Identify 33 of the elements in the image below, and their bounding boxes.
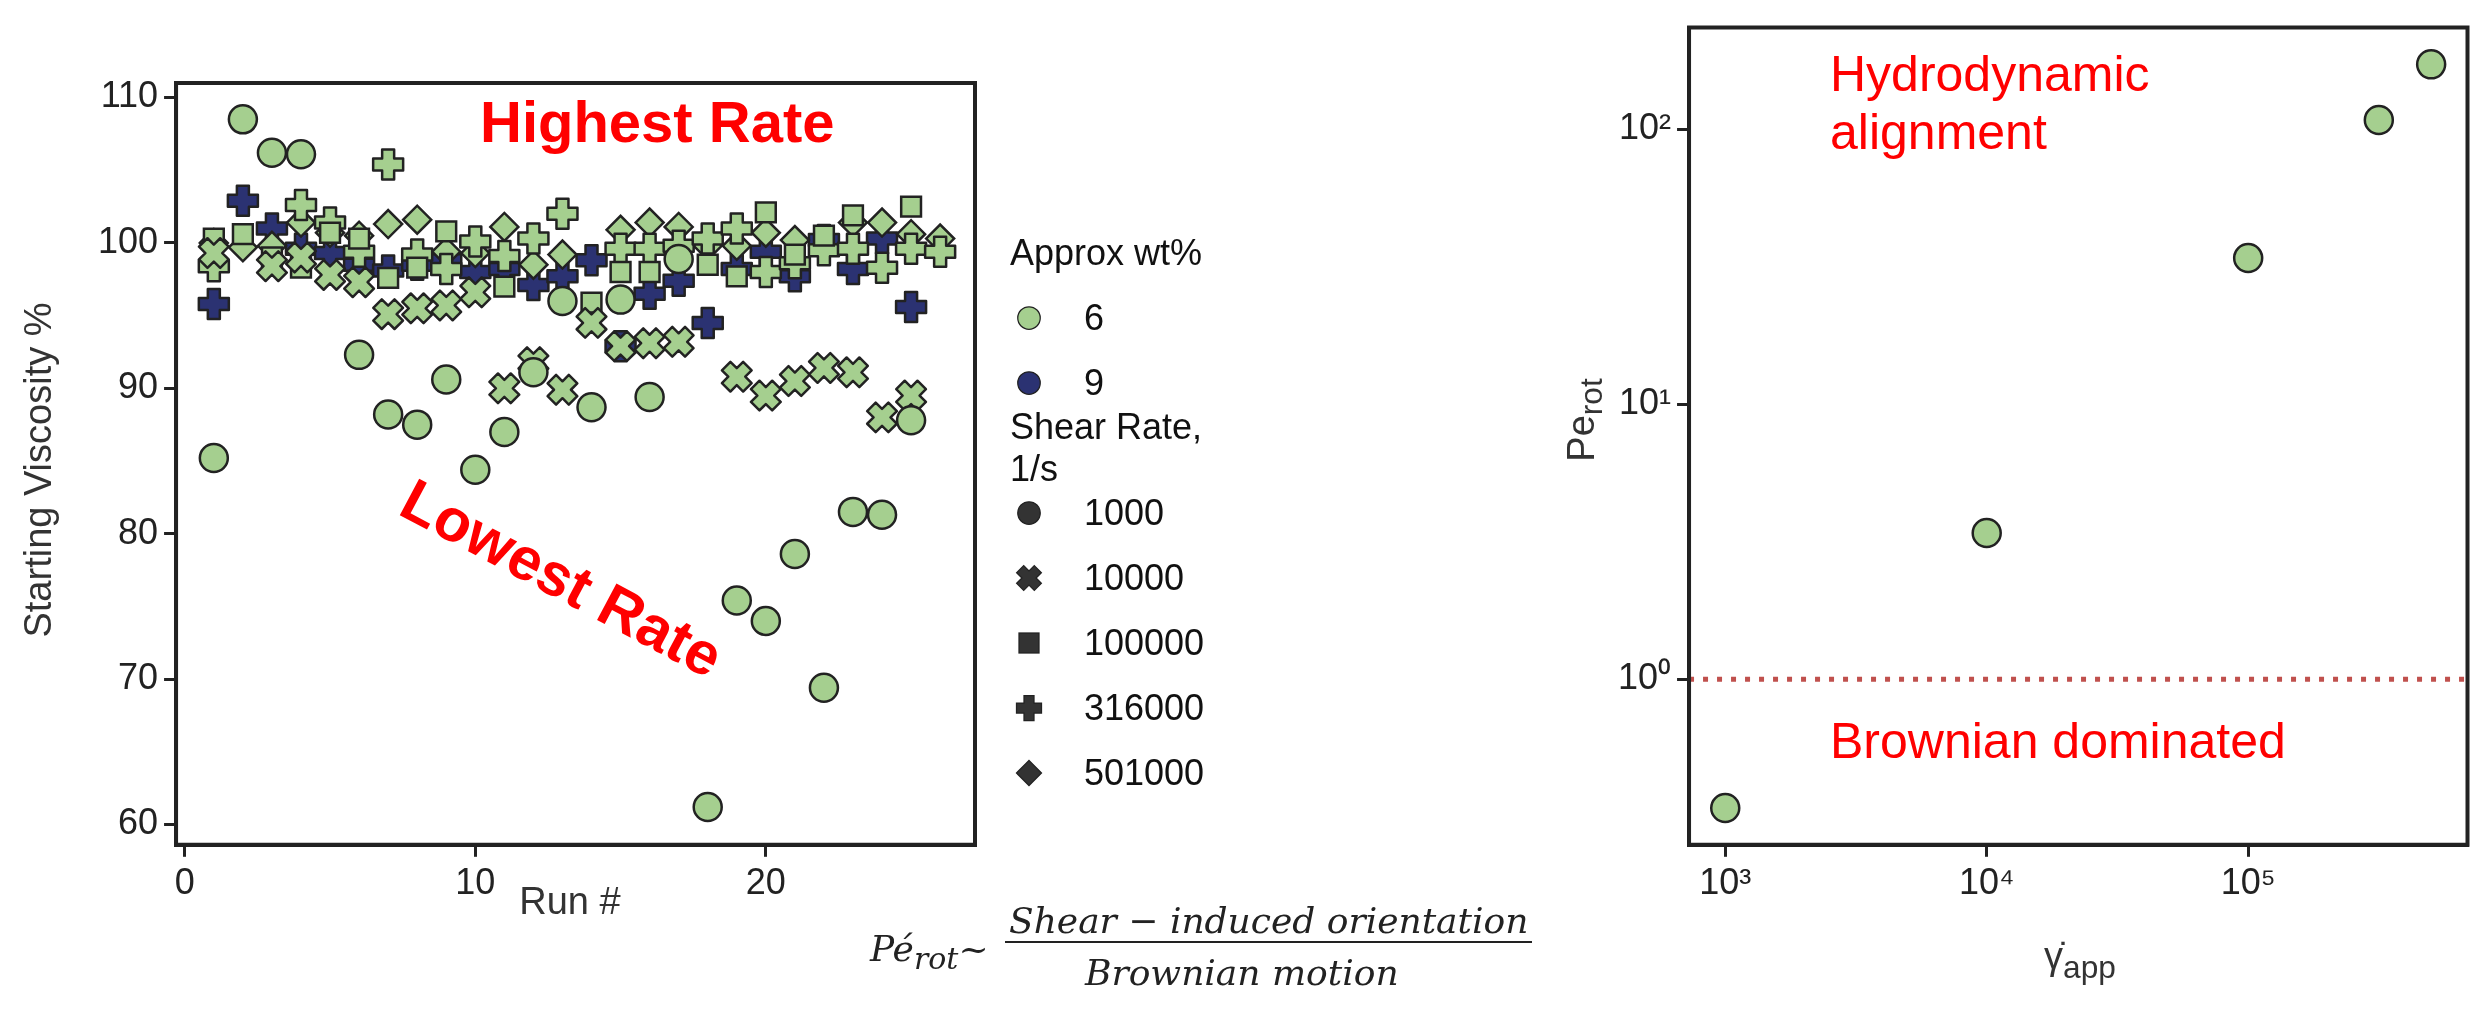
x-tick-label: 10³ [1699,861,1752,903]
y-tick-label: 10⁰ [1618,656,1672,698]
annotation: Brownian dominated [1830,712,2286,770]
legend-label: 6 [1084,296,1105,339]
y-axis-title: Starting Viscosity % [16,302,60,638]
legend-label: 1000 [1084,491,1165,534]
text: Brownian motion [1085,952,1399,993]
x-tick-label: 0 [174,861,195,903]
y-tick-label: 10¹ [1619,381,1672,423]
legend-label: 10000 [1084,556,1185,599]
y-tick-label: 80 [118,510,159,552]
y-tick-label: 100 [97,219,159,261]
x-tick-label: 10⁵ [2220,861,2276,903]
x-axis-title: γ̇$_{app}$ [2044,935,2116,986]
x-tick-label: 20 [745,861,786,903]
x-axis-title: Run # [519,880,621,923]
legend-label: 316000 [1084,686,1205,729]
x-tick-label: 10⁴ [1958,861,2015,903]
text: Shear − induced orientation [1005,900,1533,943]
text: Shear Rate, 1/s [1010,405,1204,489]
y-tick-label: 90 [118,365,159,407]
legend-label: 501000 [1084,751,1205,794]
legend-label: 100000 [1084,621,1205,664]
y-tick-label: 110 [100,74,159,116]
y-tick-label: 60 [118,801,159,843]
x-tick-label: 10 [455,861,496,903]
annotation: Hydrodynamic alignment [1830,45,2151,161]
annotation: Highest Rate [480,88,835,155]
legend-title: Approx wt% [1010,230,1204,275]
y-tick-label: 70 [118,655,159,697]
y-tick-label: 10² [1619,106,1672,148]
legend-label: 9 [1084,361,1105,404]
text: Pé$_{rot}$~ [870,928,989,977]
